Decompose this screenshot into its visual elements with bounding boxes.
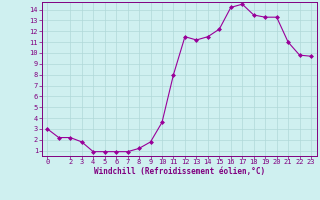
X-axis label: Windchill (Refroidissement éolien,°C): Windchill (Refroidissement éolien,°C) [94, 167, 265, 176]
